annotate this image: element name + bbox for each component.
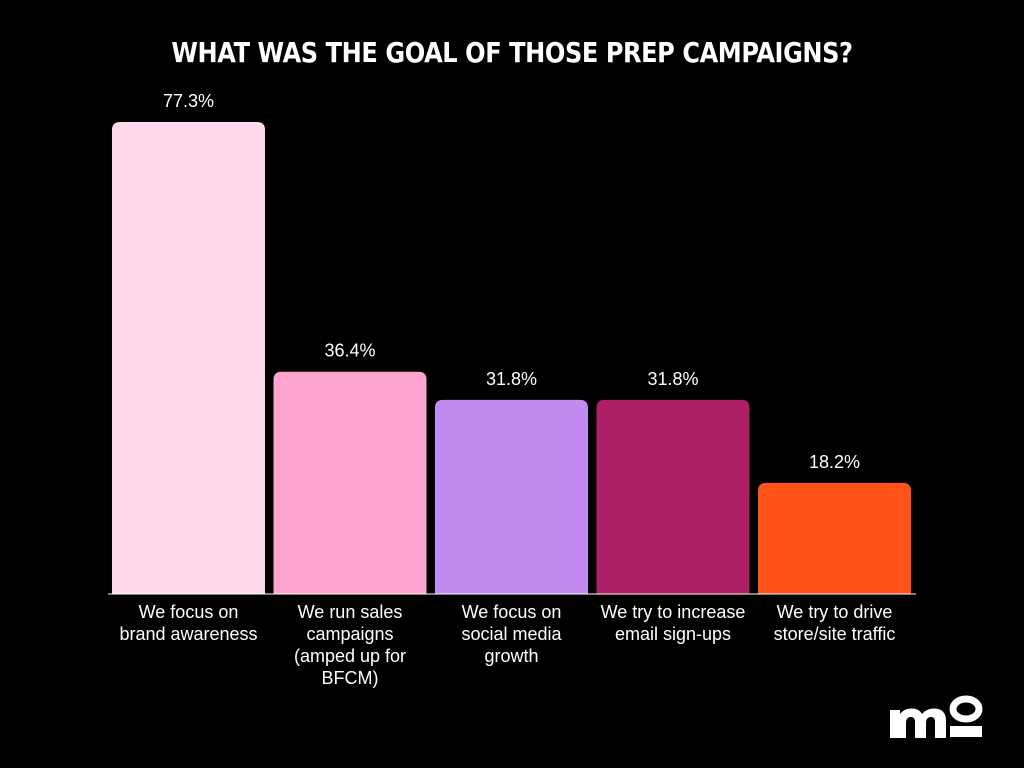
value-labels-layer: 77.3% 36.4% 31.8% 31.8% 18.2%: [163, 91, 860, 472]
value-label-4: 31.8%: [647, 369, 698, 389]
chart-title: WHAT WAS THE GOAL OF THOSE PREP CAMPAIGN…: [171, 36, 853, 69]
bar-5: [758, 482, 911, 594]
bar-4: [596, 399, 750, 594]
mo-logo-icon: [890, 695, 983, 738]
value-label-2: 36.4%: [324, 341, 375, 361]
value-label-5: 18.2%: [809, 452, 860, 472]
value-label-3: 31.8%: [486, 369, 537, 389]
bars-layer: [112, 122, 911, 594]
category-label-2: We run sales campaigns (amped up for BFC…: [293, 602, 407, 688]
value-label-1: 77.3%: [163, 91, 214, 111]
category-label-1: We focus on brand awareness: [119, 602, 258, 644]
bar-1: [112, 122, 265, 594]
bar-3: [435, 399, 588, 594]
bar-2: [273, 371, 427, 594]
category-label-3: We focus on social media growth: [461, 602, 562, 666]
category-label-5: We try to drive store/site traffic: [773, 602, 896, 644]
category-label-4: We try to increase email sign-ups: [600, 602, 746, 644]
